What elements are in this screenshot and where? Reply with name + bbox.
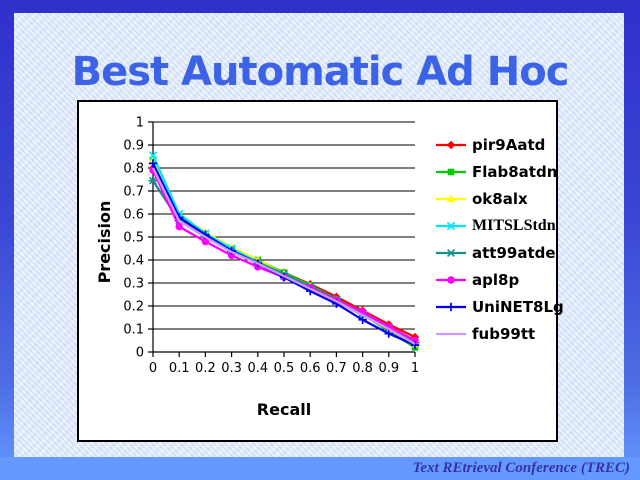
legend-label: UniNET8Lg xyxy=(472,298,564,316)
series-MITSLStdn xyxy=(148,151,420,348)
legend-item-UniNET8Lg: UniNET8Lg xyxy=(435,298,564,316)
chart-legend: pir9Aatd Flab8atdn ok8alx MITSLStdn att99atd… xyxy=(435,136,564,352)
x-tick-label: 0 xyxy=(149,361,157,376)
legend-label: ok8alx xyxy=(472,190,528,208)
x-tick-label: 0.9 xyxy=(378,361,399,376)
legend-label: pir9Aatd xyxy=(472,136,546,154)
legend-swatch-icon xyxy=(436,249,466,257)
x-axis-title: Recall xyxy=(256,400,312,419)
x-axis: 0 0.1 0.2 0.3 0.4 0.5 0.6 0.7 0.8 0.9 1 xyxy=(149,351,419,376)
y-axis-title: Precision xyxy=(95,200,114,284)
x-tick-label: 0.6 xyxy=(300,361,321,376)
legend-item-fub99tt: fub99tt xyxy=(435,325,564,343)
y-tick-label: 0.8 xyxy=(123,162,144,177)
y-tick-label: 0.1 xyxy=(123,323,144,338)
y-tick-label: 0.5 xyxy=(123,231,144,246)
y-tick-label: 1 xyxy=(136,116,144,131)
legend-swatch-icon xyxy=(436,302,466,312)
x-tick-label: 0.8 xyxy=(352,361,373,376)
legend-swatch-icon xyxy=(436,221,466,231)
y-tick-label: 0.7 xyxy=(123,185,144,200)
x-tick-label: 0.5 xyxy=(274,361,295,376)
y-tick-label: 0.3 xyxy=(123,277,144,292)
precision-recall-chart: 10.90.80.70.60.50.40.30.20.100 0.1 0.2 0.3 0… xyxy=(123,116,420,376)
series-pir9Aatd xyxy=(148,163,420,342)
series-apl8p xyxy=(149,166,419,345)
legend-item-MITSLStdn: MITSLStdn xyxy=(435,217,564,235)
legend-label: MITSLStdn xyxy=(472,217,556,234)
legend-swatch-icon xyxy=(436,140,466,150)
x-tick-label: 0.3 xyxy=(221,361,242,376)
slide-title: Best Automatic Ad Hoc xyxy=(71,48,570,95)
x-tick-label: 0.2 xyxy=(195,361,216,376)
x-tick-label: 1 xyxy=(411,361,419,376)
legend-item-pir9Aatd: pir9Aatd xyxy=(435,136,564,154)
legend-label: Flab8atdn xyxy=(472,163,558,181)
series-fub99tt xyxy=(151,167,416,345)
y-tick-label: 0.9 xyxy=(123,139,144,154)
legend-swatch-icon xyxy=(436,332,466,336)
legend-item-Flab8atdn: Flab8atdn xyxy=(435,163,564,181)
x-tick-label: 0.1 xyxy=(169,361,190,376)
chart-panel: 1 0.9 0.8 0.7 0.6 0.5 0.4 0.3 0.2 0.1 0 0 0.1 0.2 0.3 0… xyxy=(77,100,564,442)
legend-label: apl8p xyxy=(472,271,520,289)
legend-swatch-icon xyxy=(436,276,466,284)
y-tick-label: 0.6 xyxy=(123,208,144,223)
legend-swatch-icon xyxy=(436,194,466,203)
y-tick-label: 0.2 xyxy=(123,300,144,315)
y-axis: 1 0.9 0.8 0.7 0.6 0.5 0.4 0.3 0.2 0.1 0 xyxy=(123,116,154,361)
legend-label: fub99tt xyxy=(472,325,536,343)
y-tick-label: 0 xyxy=(136,346,144,361)
legend-item-apl8p: apl8p xyxy=(435,271,564,289)
legend-swatch-icon xyxy=(436,168,466,176)
legend-label: att99atde xyxy=(472,244,556,262)
y-tick-label: 0.4 xyxy=(123,254,144,269)
x-tick-label: 0.4 xyxy=(247,361,268,376)
legend-item-att99atde: att99atde xyxy=(435,244,564,262)
legend-item-ok8alx: ok8alx xyxy=(435,190,564,208)
x-tick-label: 0.7 xyxy=(326,361,347,376)
footer-bar: Text REtrieval Conference (TREC) xyxy=(0,457,640,480)
footer-text: Text REtrieval Conference (TREC) xyxy=(412,460,630,476)
